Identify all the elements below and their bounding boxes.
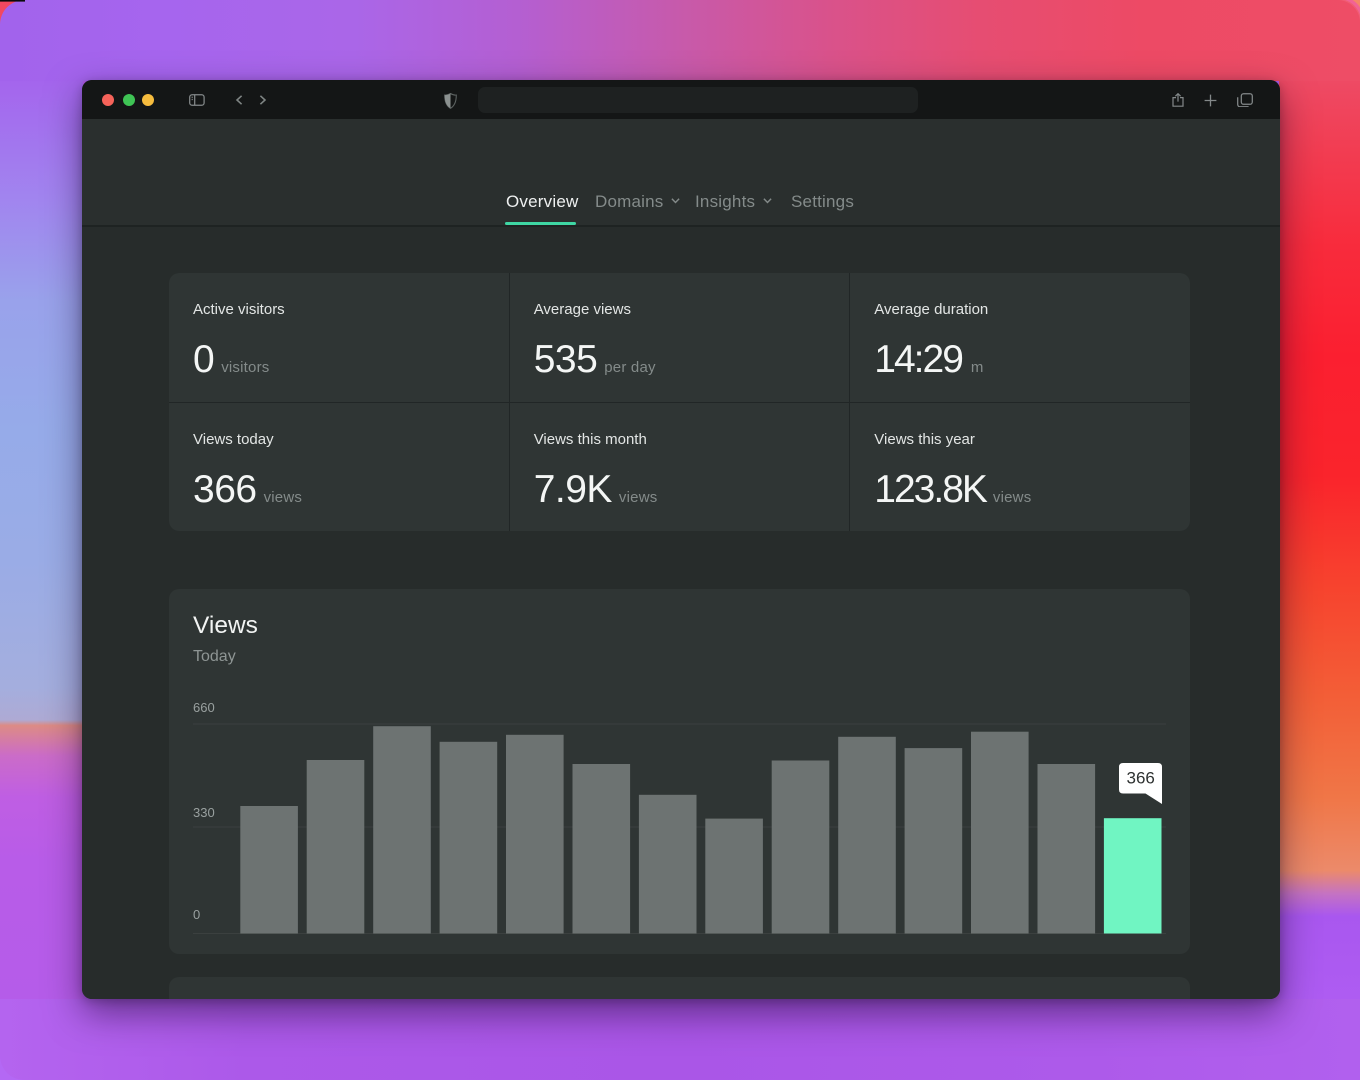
svg-text:366: 366 bbox=[1127, 769, 1155, 788]
svg-text:0: 0 bbox=[193, 907, 200, 922]
svg-text:330: 330 bbox=[193, 805, 215, 820]
svg-text:660: 660 bbox=[193, 700, 215, 715]
